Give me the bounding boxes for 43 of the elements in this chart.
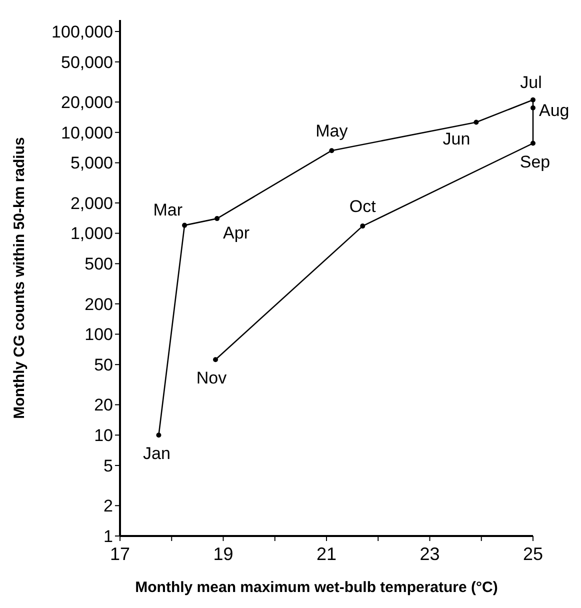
y-tick-label: 500 [84, 254, 113, 274]
point [214, 216, 220, 222]
x-tick-label: 23 [420, 544, 440, 564]
annotation: Sep [520, 152, 550, 172]
point [182, 222, 188, 228]
point [530, 105, 536, 110]
point [474, 120, 479, 125]
annotation: Jul [520, 72, 542, 92]
annotation: Jun [442, 129, 470, 148]
annotation: Oct [349, 197, 376, 216]
y-tick-label: 2 [104, 496, 113, 516]
point [530, 97, 536, 102]
y-tick-label: 1 [104, 526, 113, 546]
y-tick-label: 50 [94, 356, 113, 375]
y-axis-title: Monthly CG counts within 50-km radius [11, 137, 28, 419]
y-tick-label: 100 [84, 325, 113, 344]
point [213, 357, 218, 362]
y-tick-label: 10,000 [61, 123, 113, 142]
annotation: Apr [223, 224, 250, 243]
annotation: Jan [143, 444, 170, 464]
y-tick-label: 5,000 [70, 154, 113, 173]
point [530, 140, 536, 146]
y-tick-label: 50,000 [61, 52, 113, 72]
annotation: Aug [539, 100, 570, 120]
annotation: Mar [153, 200, 183, 220]
point [329, 148, 334, 154]
y-tick-label: 20 [94, 396, 113, 415]
y-tick-label: 2,000 [70, 194, 113, 213]
y-tick-label: 20,000 [61, 92, 113, 112]
x-tick-label: 17 [110, 544, 130, 564]
y-tick-label: 100,000 [52, 22, 113, 42]
y-tick-label: 1,000 [70, 224, 113, 244]
x-tick-label: 21 [316, 544, 337, 564]
x-tick-label: 19 [213, 544, 234, 564]
x-tick-label: 25 [522, 544, 544, 564]
annotation: Nov [196, 368, 228, 388]
y-tick-label: 5 [104, 456, 113, 476]
point [360, 224, 366, 229]
y-tick-label: 200 [84, 294, 113, 314]
point [156, 432, 162, 438]
x-axis-title: Monthly mean maximum wet-bulb temperature (°C) [135, 579, 498, 596]
annotation: May [316, 122, 348, 141]
y-tick-label: 10 [94, 426, 113, 446]
